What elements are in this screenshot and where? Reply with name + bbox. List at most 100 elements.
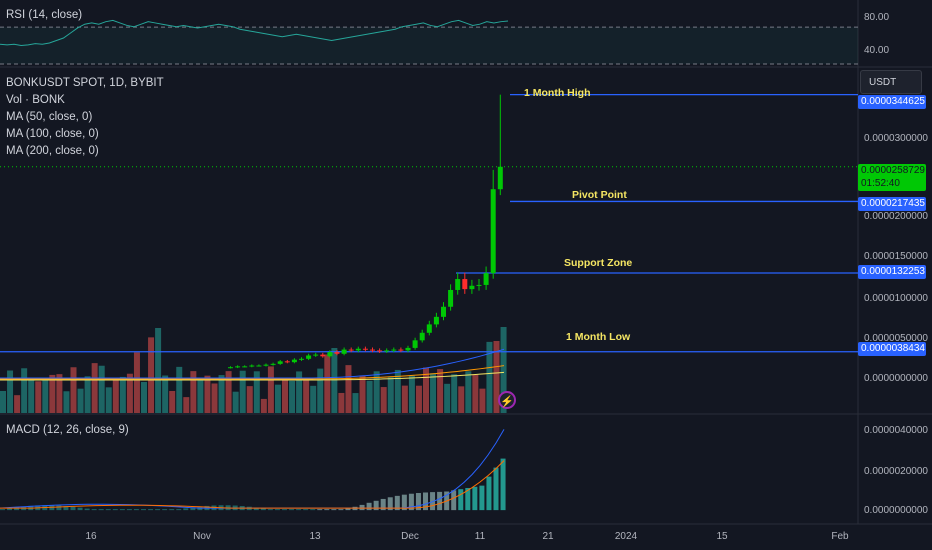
x-axis-label: 2024 <box>614 531 638 542</box>
volume-bar <box>387 377 394 413</box>
candle-body <box>306 355 312 359</box>
macd-histogram-bar <box>303 509 309 511</box>
candle-body <box>441 306 446 317</box>
candle-body <box>469 285 475 290</box>
macd-histogram-bar <box>401 494 407 511</box>
volume-bar <box>415 385 422 413</box>
candle-body <box>362 348 368 350</box>
x-axis-label: 21 <box>542 531 554 542</box>
volume-bar <box>176 366 183 413</box>
macd-legend: MACD (12, 26, close, 9) <box>6 424 129 436</box>
volume-bar <box>366 380 373 413</box>
symbol-title[interactable]: BONKUSDT SPOT, 1D, BYBIT <box>6 77 164 89</box>
macd-histogram-bar <box>77 507 83 511</box>
price-y-label: 0.0000150000 <box>864 251 928 262</box>
candle-body <box>462 279 468 290</box>
macd-histogram-bar <box>7 508 13 511</box>
candle-body <box>228 367 233 369</box>
candle-body <box>377 350 383 352</box>
volume-bar <box>401 385 408 413</box>
x-axis-label: 15 <box>716 531 728 542</box>
candle-body <box>426 324 432 333</box>
macd-histogram-bar <box>345 507 351 511</box>
lightning-icon[interactable]: ⚡ <box>498 391 516 409</box>
volume-bar <box>274 384 281 413</box>
volume-bar <box>359 375 366 413</box>
volume-bar <box>479 388 486 413</box>
candle-body <box>433 316 439 325</box>
volume-bar <box>91 363 98 413</box>
macd-histogram-bar <box>126 509 132 511</box>
macd-histogram-bar <box>394 495 400 511</box>
volume-bar <box>493 341 500 413</box>
volume-bar <box>126 373 133 413</box>
volume-bar <box>162 375 169 413</box>
rsi-legend: RSI (14, close) <box>6 9 83 21</box>
ma50-legend[interactable]: MA (50, close, 0) <box>6 111 93 123</box>
volume-bar <box>260 398 267 413</box>
volume-bar <box>472 374 479 413</box>
volume-bar <box>7 370 14 413</box>
volume-bar <box>317 368 324 413</box>
rsi-line <box>0 19 509 47</box>
volume-bar <box>35 381 42 413</box>
ma-line <box>0 371 505 381</box>
macd-y-label: 0.0000000000 <box>864 505 928 516</box>
volume-bar <box>21 368 28 413</box>
level-price-tag: 0.0000344625 <box>858 95 926 109</box>
macd-histogram-bar <box>317 509 323 511</box>
volume-bar <box>253 371 260 413</box>
volume-bar <box>42 377 49 413</box>
volume-bar <box>190 371 197 413</box>
macd-histogram-bar <box>70 506 76 511</box>
level-label-month-high: 1 Month High <box>524 87 591 99</box>
ma200-legend[interactable]: MA (200, close, 0) <box>6 145 99 157</box>
volume-legend[interactable]: Vol · BONK <box>6 94 65 106</box>
macd-histogram-bar <box>112 509 118 511</box>
macd-histogram-bar <box>141 509 146 511</box>
candle-body <box>341 349 347 354</box>
currency-button[interactable]: USDT <box>860 70 922 94</box>
candle-body <box>391 349 397 351</box>
rsi-y-label: 40.00 <box>864 45 890 56</box>
candle-body <box>398 349 404 351</box>
macd-histogram-bar <box>119 509 125 511</box>
volume-bar <box>84 376 91 413</box>
price-y-label: 0.0000000000 <box>864 373 928 384</box>
volume-bar <box>338 392 345 413</box>
volume-bar <box>105 387 112 413</box>
macd-histogram-bar <box>91 509 97 511</box>
macd-histogram-bar <box>408 493 414 511</box>
volume-bar <box>183 397 190 413</box>
macd-histogram-bar <box>14 507 20 511</box>
volume-bar <box>394 369 401 413</box>
candle-body <box>270 363 276 365</box>
candle-body <box>476 284 482 286</box>
candle-body <box>348 349 354 351</box>
volume-bar <box>282 379 288 413</box>
candle-body <box>277 361 283 364</box>
candle-body <box>320 354 326 357</box>
price-y-label: 0.0000200000 <box>864 211 928 222</box>
macd-histogram-bar <box>253 507 259 511</box>
volume-bar <box>324 354 331 413</box>
price-y-label: 0.0000300000 <box>864 133 928 144</box>
macd-histogram-bar <box>479 485 485 511</box>
volume-bar <box>14 395 21 413</box>
volume-bar <box>408 375 415 413</box>
level-price-tag: 0.0000217435 <box>858 197 926 211</box>
volume-bar <box>28 379 35 413</box>
candle-body <box>448 289 454 307</box>
volume-bar <box>112 378 119 413</box>
candle-body <box>249 365 255 367</box>
volume-bar <box>133 352 140 413</box>
volume-bar <box>148 337 155 413</box>
ma100-legend[interactable]: MA (100, close, 0) <box>6 128 99 140</box>
volume-bar <box>225 371 232 413</box>
volume-bar <box>373 371 380 413</box>
volume-bar <box>380 387 387 413</box>
macd-histogram-bar <box>183 508 189 511</box>
x-axis-label: 16 <box>85 531 97 542</box>
volume-bar <box>500 327 507 413</box>
